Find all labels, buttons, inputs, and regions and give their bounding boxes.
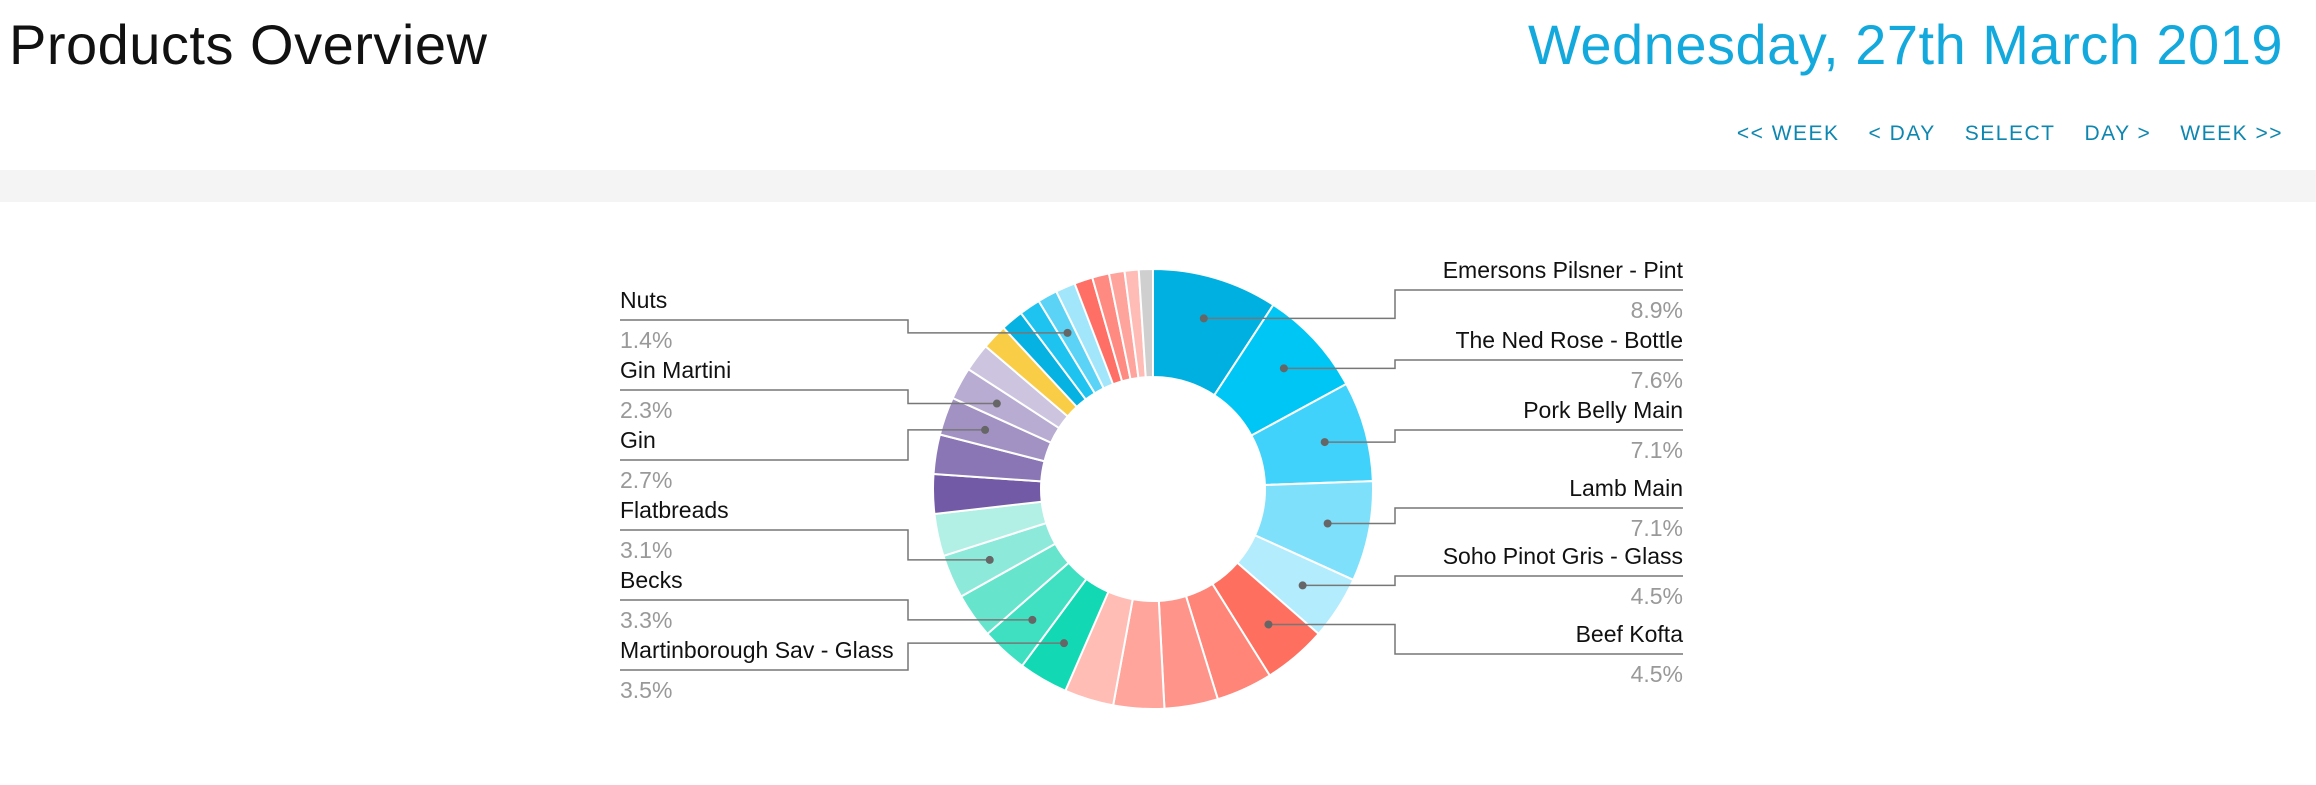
label-anchor-dot bbox=[1320, 438, 1329, 447]
next-day-link[interactable]: DAY > bbox=[2084, 122, 2152, 145]
donut-slice[interactable] bbox=[1137, 267, 1154, 379]
slice-label: Nuts 1.4% bbox=[620, 287, 1072, 353]
label-leader-line bbox=[1327, 507, 1683, 525]
slice-label: Martinborough Sav - Glass 3.5% bbox=[620, 637, 1068, 703]
label-leader-line bbox=[620, 529, 990, 561]
slice-label: Becks 3.3% bbox=[620, 567, 1037, 633]
next-week-link[interactable]: WEEK >> bbox=[2180, 122, 2283, 145]
page-header: Products Overview Wednesday, 27th March … bbox=[0, 0, 2316, 170]
label-anchor-dot bbox=[1028, 615, 1037, 624]
slice-name: The Ned Rose - Bottle bbox=[1455, 327, 1683, 353]
label-leader-line bbox=[1203, 289, 1683, 320]
slice-name: Lamb Main bbox=[1569, 475, 1683, 501]
slice-percent: 7.1% bbox=[1631, 515, 1683, 541]
label-anchor-dot bbox=[992, 399, 1001, 408]
slice-percent: 3.3% bbox=[620, 607, 672, 633]
slice-label: Lamb Main 7.1% bbox=[1323, 475, 1683, 541]
slice-label: Pork Belly Main 7.1% bbox=[1320, 397, 1683, 463]
slice-percent: 4.5% bbox=[1631, 661, 1683, 687]
date-navigation: << WEEK < DAY SELECT DAY > WEEK >> bbox=[1708, 122, 2283, 146]
slice-percent: 7.6% bbox=[1631, 367, 1683, 393]
toolbar-band bbox=[0, 170, 2316, 202]
slice-label: The Ned Rose - Bottle 7.6% bbox=[1279, 327, 1683, 393]
slice-name: Martinborough Sav - Glass bbox=[620, 637, 894, 663]
label-anchor-dot bbox=[1264, 620, 1273, 629]
slice-name: Gin bbox=[620, 427, 656, 453]
slice-percent: 4.5% bbox=[1631, 583, 1683, 609]
label-anchor-dot bbox=[1060, 639, 1068, 648]
slice-percent: 2.7% bbox=[620, 467, 672, 493]
prev-day-link[interactable]: < DAY bbox=[1868, 122, 1936, 145]
slice-percent: 7.1% bbox=[1631, 437, 1683, 463]
products-donut-chart: Emersons Pilsner - Pint 8.9% The Ned Rose … bbox=[620, 257, 1684, 710]
slice-percent: 1.4% bbox=[620, 327, 672, 353]
label-leader-line bbox=[1283, 359, 1683, 370]
label-anchor-dot bbox=[1298, 581, 1307, 590]
label-anchor-dot bbox=[981, 425, 990, 434]
slice-name: Soho Pinot Gris - Glass bbox=[1443, 543, 1683, 569]
label-leader-line bbox=[620, 429, 986, 461]
slice-name: Becks bbox=[620, 567, 683, 593]
label-leader-line bbox=[1268, 623, 1683, 655]
donut-labels: Emersons Pilsner - Pint 8.9% The Ned Rose … bbox=[620, 257, 1684, 703]
slice-percent: 8.9% bbox=[1631, 297, 1683, 323]
slice-label: Beef Kofta 4.5% bbox=[1264, 620, 1683, 687]
slice-label: Gin 2.7% bbox=[620, 425, 990, 493]
label-anchor-dot bbox=[1323, 519, 1332, 528]
slice-label: Soho Pinot Gris - Glass 4.5% bbox=[1298, 543, 1683, 609]
slice-name: Gin Martini bbox=[620, 357, 731, 383]
slice-percent: 3.1% bbox=[620, 537, 672, 563]
label-anchor-dot bbox=[985, 555, 994, 564]
label-leader-line bbox=[620, 319, 1068, 334]
label-anchor-dot bbox=[1063, 328, 1072, 337]
slice-percent: 3.5% bbox=[620, 677, 672, 703]
products-chart-container: Emersons Pilsner - Pint 8.9% The Ned Rose … bbox=[0, 202, 2316, 780]
slice-name: Pork Belly Main bbox=[1523, 397, 1683, 423]
current-date: Wednesday, 27th March 2019 bbox=[1528, 13, 2283, 76]
label-leader-line bbox=[620, 599, 1033, 621]
slice-name: Emersons Pilsner - Pint bbox=[1443, 257, 1684, 283]
page-title: Products Overview bbox=[9, 13, 488, 76]
select-date-link[interactable]: SELECT bbox=[1964, 122, 2056, 145]
slice-label: Flatbreads 3.1% bbox=[620, 497, 994, 564]
slice-name: Flatbreads bbox=[620, 497, 729, 523]
prev-week-link[interactable]: << WEEK bbox=[1736, 122, 1840, 145]
donut-slices bbox=[932, 267, 1374, 710]
slice-name: Nuts bbox=[620, 287, 667, 313]
label-leader-line bbox=[620, 389, 997, 405]
label-anchor-dot bbox=[1279, 364, 1288, 373]
slice-label: Gin Martini 2.3% bbox=[620, 357, 1001, 423]
slice-label: Emersons Pilsner - Pint 8.9% bbox=[1199, 257, 1684, 323]
label-leader-line bbox=[620, 642, 1064, 671]
label-leader-line bbox=[1324, 429, 1683, 443]
slice-percent: 2.3% bbox=[620, 397, 672, 423]
label-anchor-dot bbox=[1199, 314, 1208, 323]
slice-name: Beef Kofta bbox=[1576, 621, 1684, 647]
label-leader-line bbox=[1302, 575, 1683, 587]
